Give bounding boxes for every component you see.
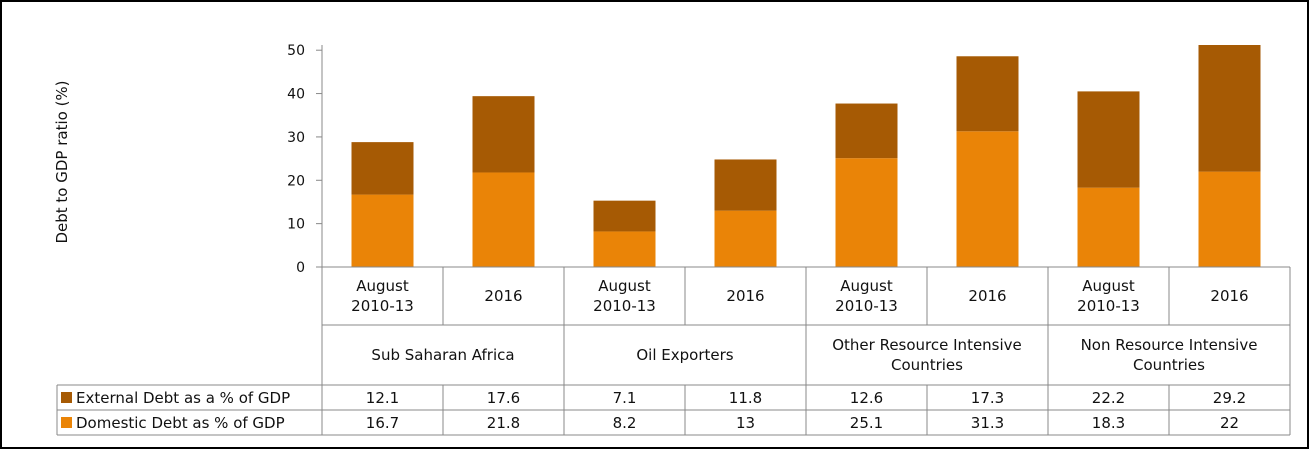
y-axis-label: Debt to GDP ratio (%) [53, 80, 71, 244]
table-value: 31.3 [970, 413, 1005, 432]
legend-swatch [61, 417, 72, 428]
x-tick-label: 2016 [726, 287, 765, 305]
bar-segment [1077, 91, 1140, 188]
table-value: 13 [735, 413, 756, 432]
bar-segment [1077, 187, 1140, 267]
y-tick-label: 10 [287, 217, 305, 233]
bar-segment [714, 210, 777, 267]
table-value: 16.7 [365, 413, 400, 432]
legend-entry: External Debt as a % of GDP [57, 385, 322, 410]
y-tick-label: 40 [287, 87, 305, 103]
table-value: 7.1 [612, 388, 637, 407]
x-tick-label: 2016 [968, 287, 1007, 305]
legend-entry: Domestic Debt as % of GDP [57, 410, 322, 435]
legend-label: External Debt as a % of GDP [76, 388, 291, 407]
table-value: 18.3 [1091, 413, 1126, 432]
bar-segment [714, 159, 777, 211]
bar-segment [835, 103, 898, 159]
bar-segment [593, 231, 656, 267]
bar-segment [1198, 171, 1261, 267]
y-tick-label: 20 [287, 173, 305, 189]
group-label: Other Resource Intensive Countries [832, 336, 1022, 374]
bar-segment [472, 172, 535, 267]
bar-segment [956, 56, 1019, 132]
x-tick-label: August 2010-13 [835, 277, 898, 315]
x-tick-label: August 2010-13 [593, 277, 656, 315]
bar-segment [956, 131, 1019, 267]
table-value: 25.1 [849, 413, 884, 432]
bar-segment [351, 194, 414, 267]
x-tick-label: August 2010-13 [1077, 277, 1140, 315]
y-tick-label: 50 [287, 43, 305, 59]
table-value: 11.8 [728, 388, 763, 407]
table-value: 12.1 [365, 388, 400, 407]
table-value: 22 [1219, 413, 1240, 432]
group-label: Sub Saharan Africa [371, 346, 515, 364]
legend-label: Domestic Debt as % of GDP [76, 413, 285, 432]
table-value: 21.8 [486, 413, 521, 432]
y-tick-label: 0 [296, 260, 305, 276]
table-value: 22.2 [1091, 388, 1126, 407]
x-tick-label: 2016 [1210, 287, 1249, 305]
x-tick-label: August 2010-13 [351, 277, 414, 315]
table-value: 8.2 [612, 413, 637, 432]
group-label: Oil Exporters [636, 346, 734, 364]
table-value: 29.2 [1212, 388, 1247, 407]
group-label: Non Resource Intensive Countries [1080, 336, 1258, 374]
x-tick-label: 2016 [484, 287, 523, 305]
table-value: 17.3 [970, 388, 1005, 407]
bar-segment [1198, 45, 1261, 172]
legend-swatch [61, 392, 72, 403]
bar-segment [593, 200, 656, 232]
table-value: 17.6 [486, 388, 521, 407]
bar-segment [472, 96, 535, 173]
table-value: 12.6 [849, 388, 884, 407]
y-tick-label: 30 [287, 130, 305, 146]
bar-segment [835, 158, 898, 267]
bar-segment [351, 142, 414, 195]
